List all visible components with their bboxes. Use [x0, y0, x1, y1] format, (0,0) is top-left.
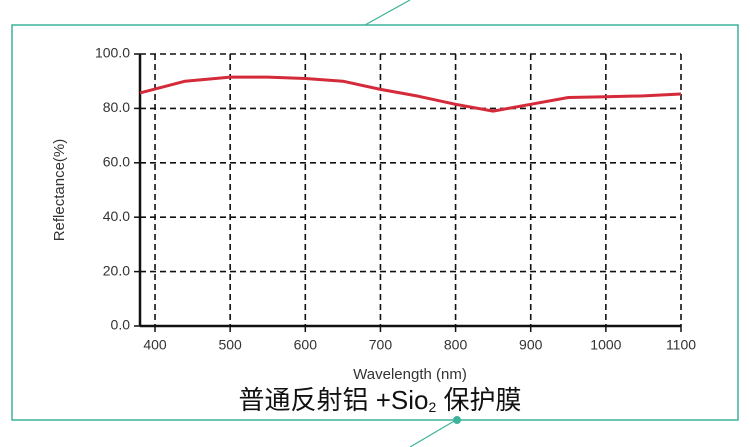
caption: 普通反射铝 +Sio2 保护膜	[238, 385, 521, 415]
decor-dot	[453, 416, 461, 424]
x-tick-label: 700	[369, 337, 393, 353]
x-axis-label: Wavelength (nm)	[353, 366, 467, 383]
x-tick-label: 800	[444, 337, 468, 353]
x-tick-label: 600	[294, 337, 318, 353]
y-tick-label: 40.0	[103, 208, 130, 224]
caption-text: 普通反射铝 +Sio	[238, 385, 428, 415]
y-tick-label: 0.0	[111, 317, 131, 333]
x-tick-label: 400	[143, 337, 167, 353]
frame	[11, 24, 739, 421]
y-tick-label: 100.0	[95, 45, 130, 61]
decor-line	[364, 0, 411, 26]
data-line	[139, 75, 682, 113]
x-tick-label: 900	[519, 337, 543, 353]
y-tick-label: 80.0	[103, 99, 130, 115]
y-tick-label: 20.0	[103, 262, 130, 278]
caption-text: 保护膜	[436, 385, 521, 415]
decor-line	[409, 419, 457, 447]
caption-subscript: 2	[428, 399, 436, 415]
x-tick-label: 500	[218, 337, 242, 353]
x-tick-label: 1100	[666, 337, 696, 353]
y-axis-label: Reflectance(%)	[51, 139, 68, 242]
x-tick-label: 1000	[590, 337, 621, 353]
y-tick-label: 60.0	[103, 154, 130, 170]
